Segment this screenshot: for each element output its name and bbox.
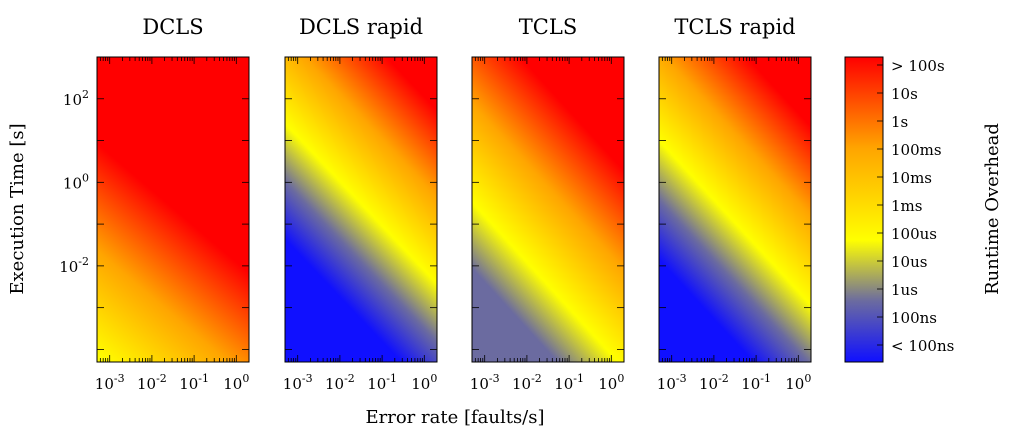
panel-frame [284, 56, 438, 363]
x-tick-label: 100 [411, 372, 437, 393]
x-tick-label: 10-3 [657, 372, 687, 393]
y-axis-label: Execution Time [s] [7, 123, 28, 294]
x-tick-label: 10-3 [283, 372, 313, 393]
x-tick-label: 10-3 [95, 372, 125, 393]
heatmap-dcls [97, 57, 249, 362]
colorbar-tick-label: 100us [891, 225, 937, 243]
panel-dcls: DCLS 10-3 10-2 10-1 100 10-2 100 102 [59, 15, 250, 393]
colorbar-tick-label: 100ms [891, 141, 942, 159]
x-axis-label: Error rate [faults/s] [365, 407, 544, 428]
panel-frame [96, 56, 250, 363]
panel-title: TCLS rapid [674, 15, 795, 39]
x-tick-label: 100 [223, 372, 249, 393]
panel-frame [471, 56, 625, 363]
colorbar-tick-label: 100ns [891, 309, 937, 327]
y-tick-label: 102 [63, 88, 89, 109]
panel-tcls_rapid: TCLS rapid 10-3 10-2 10-1 100 [657, 15, 812, 393]
colorbar-tick-label: 1us [891, 281, 918, 299]
colorbar-tick-label: 1s [891, 113, 908, 131]
x-tick-label: 10-1 [554, 372, 584, 393]
colorbar-fill [845, 57, 883, 362]
heatmap-tcls [472, 57, 624, 362]
colorbar-tick-label: 10s [891, 85, 918, 103]
colorbar: > 100s 10s 1s 100ms 10ms 1ms 100us 10us 1us 100ns… [844, 56, 954, 363]
panel-title: DCLS rapid [299, 15, 423, 39]
panels-group: DCLS 10-3 10-2 10-1 100 10-2 100 102 DCLS rapid 1… [59, 15, 812, 393]
x-tick-label: 10-1 [179, 372, 209, 393]
heatmap-dcls_rapid [285, 57, 437, 362]
panel-frame [658, 56, 812, 363]
colorbar-tick-label: 10us [891, 253, 927, 271]
heatmap-tcls_rapid [659, 57, 811, 362]
colorbar-label: Runtime Overhead [982, 123, 1003, 295]
panel-tcls: TCLS 10-3 10-2 10-1 100 [470, 15, 625, 393]
colorbar-tick-label: 10ms [891, 169, 932, 187]
x-tick-label: 100 [598, 372, 624, 393]
colorbar-tick-label: 1ms [891, 197, 922, 215]
x-tick-label: 10-1 [741, 372, 771, 393]
x-tick-label: 10-2 [137, 372, 167, 393]
panel-title: TCLS [519, 15, 577, 39]
x-tick-label: 10-2 [325, 372, 355, 393]
y-tick-label: 10-2 [59, 255, 89, 276]
x-tick-label: 100 [785, 372, 811, 393]
colorbar-frame [844, 56, 884, 363]
panel-dcls_rapid: DCLS rapid 10-3 10-2 10-1 100 [283, 15, 438, 393]
colorbar-tick-label: > 100s [891, 57, 945, 75]
x-tick-label: 10-2 [699, 372, 729, 393]
panel-title: DCLS [142, 15, 203, 39]
y-tick-label: 100 [63, 171, 89, 192]
x-tick-label: 10-1 [367, 372, 397, 393]
colorbar-tick-label: < 100ns [891, 337, 954, 355]
x-tick-label: 10-2 [512, 372, 542, 393]
x-tick-label: 10-3 [470, 372, 500, 393]
